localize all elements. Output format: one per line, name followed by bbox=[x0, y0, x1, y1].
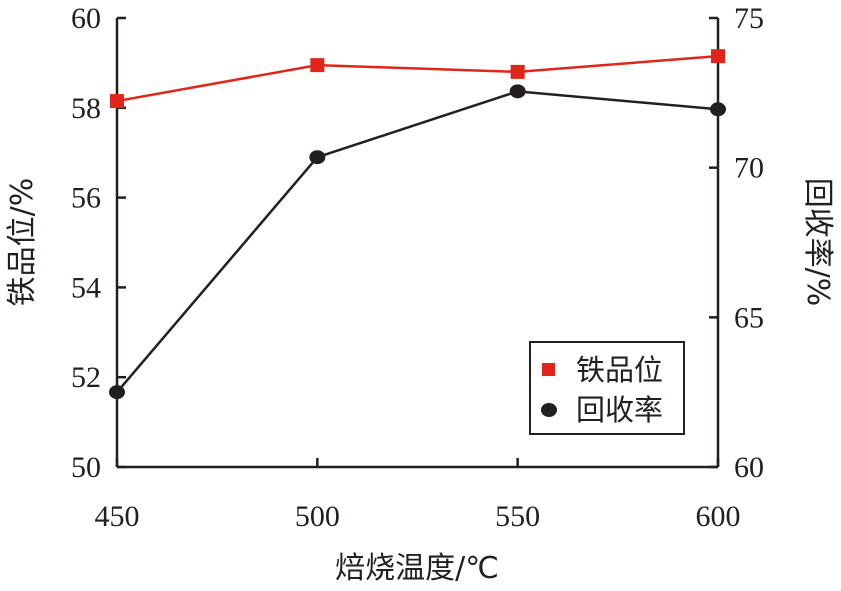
series-line-iron-grade bbox=[116, 54, 719, 103]
x-tick-label: 550 bbox=[495, 500, 540, 533]
legend: 铁品位 回收率 bbox=[529, 341, 685, 435]
left-tick-label: 56 bbox=[71, 182, 101, 215]
right-tick-label: 70 bbox=[734, 152, 764, 185]
left-tick-label: 50 bbox=[71, 451, 101, 484]
left-tick-label: 54 bbox=[71, 271, 101, 304]
data-point-iron-grade bbox=[510, 64, 525, 79]
legend-label-recovery: 回收率 bbox=[576, 393, 663, 427]
left-axis-title: 铁品位/% bbox=[5, 178, 40, 307]
x-tick-label: 450 bbox=[95, 500, 140, 533]
x-tick-label: 600 bbox=[696, 500, 741, 533]
data-point-recovery bbox=[710, 102, 726, 117]
data-point-iron-grade bbox=[711, 49, 725, 64]
left-tick-label: 58 bbox=[71, 92, 101, 125]
data-point-iron-grade bbox=[110, 94, 124, 109]
legend-box bbox=[529, 341, 685, 435]
legend-label-iron-grade: 铁品位 bbox=[576, 353, 663, 387]
x-axis-title: 焙烧温度/℃ bbox=[335, 551, 499, 586]
x-tick-label: 500 bbox=[295, 500, 340, 533]
right-tick-label: 75 bbox=[734, 2, 764, 35]
legend-marker-recovery bbox=[541, 403, 557, 417]
legend-marker-iron-grade bbox=[542, 363, 555, 376]
data-point-recovery bbox=[109, 385, 125, 400]
series-lines bbox=[116, 54, 719, 393]
left-tick-label: 60 bbox=[71, 2, 101, 35]
right-tick-label: 65 bbox=[734, 301, 764, 334]
series-line-recovery bbox=[116, 90, 719, 393]
series-markers bbox=[109, 49, 726, 400]
ticks: 50 52 54 56 58 60 60 65 70 75 450 500 550 600 bbox=[71, 2, 764, 533]
data-point-iron-grade bbox=[310, 58, 325, 73]
left-tick-label: 52 bbox=[71, 361, 101, 394]
right-tick-label: 60 bbox=[734, 451, 764, 484]
data-point-recovery bbox=[309, 150, 326, 165]
data-point-recovery bbox=[509, 84, 526, 99]
right-axis-title: 回收率/% bbox=[800, 178, 835, 307]
